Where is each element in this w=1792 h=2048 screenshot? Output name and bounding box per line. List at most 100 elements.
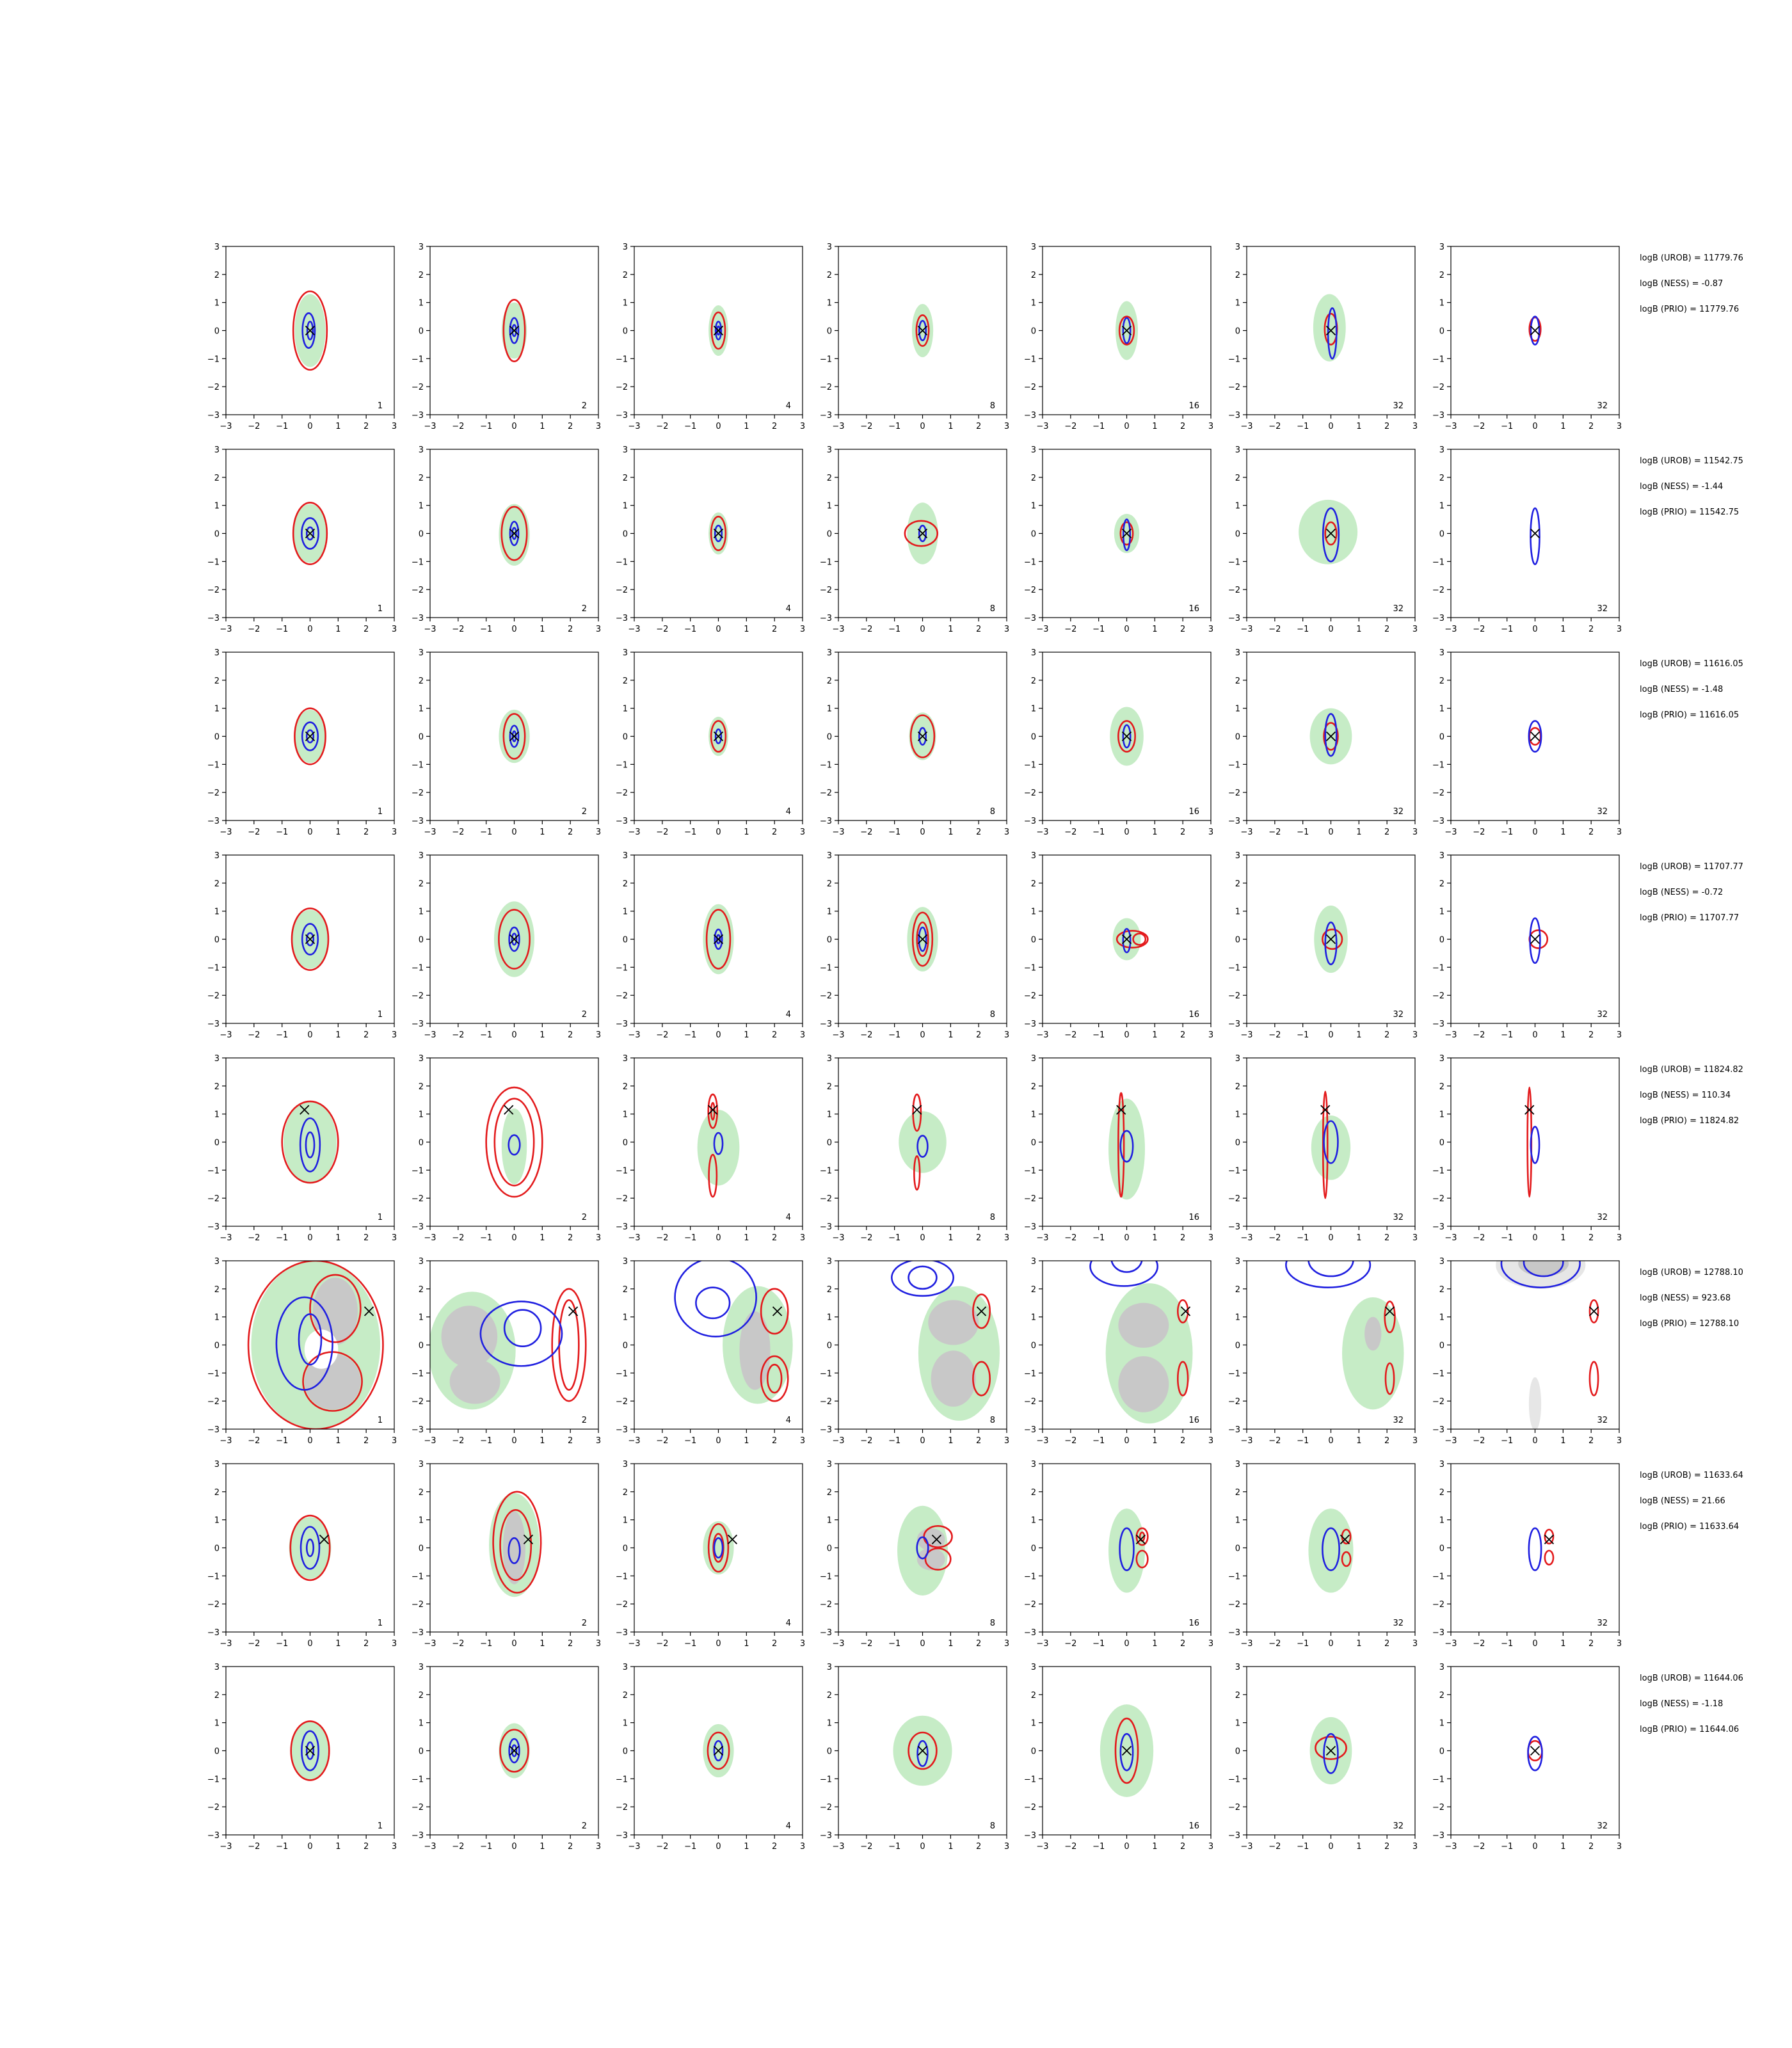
x-tick-label: −1 [888,1436,900,1446]
cross-marker [305,1745,316,1756]
x-tick-label: −1 [1501,1030,1513,1040]
x-tick-label: 0 [511,1233,516,1243]
panel-count-label: 8 [990,604,995,614]
x-tick-label: 3 [1004,625,1009,634]
x-tick-label: 0 [1532,828,1537,837]
x-tick-label: −2 [656,1639,668,1649]
x-tick-label: 3 [1412,1233,1418,1243]
plot-area [1108,1092,1145,1200]
x-tick-label: 0 [920,1030,925,1040]
x-tick-label: 1 [1356,1639,1361,1649]
x-tick-label: −2 [1064,625,1076,634]
plot-area [1309,1716,1352,1785]
x-tick-label: −1 [1092,1233,1105,1243]
red-contour [911,911,934,967]
y-tick-label: −1 [820,355,832,364]
x-tick-label: 2 [1384,1233,1389,1243]
y-tick-label: −3 [616,411,628,420]
x-tick-label: 3 [1004,1436,1009,1446]
x-tick-label: 0 [511,422,516,431]
x-tick-label: 1 [1560,1842,1565,1852]
x-tick-label: 0 [716,625,721,634]
y-tick-label: −2 [1024,586,1036,595]
red-contour [502,713,526,760]
y-tick-label: 2 [214,676,220,686]
y-tick-label: 0 [827,1341,832,1351]
figure-row: −3−3−2−2−1−1001122331−3−3−2−2−1−10011223… [207,1054,1743,1243]
panel: −3−3 −2 −2 −1 −1 0 0 1 1 2 2 3 3 16 [1024,445,1213,634]
panel-count-label: 2 [582,807,587,817]
cross-marker [931,1534,942,1544]
cross-marker [727,1534,738,1544]
y-tick-label: 0 [623,1139,628,1148]
x-tick-label: −1 [684,1233,696,1243]
panel-count-label: 8 [990,1010,995,1020]
x-tick-label: −3 [628,1030,640,1040]
x-tick-label: 3 [1004,422,1009,431]
panel: −3−3 −2 −2 −1 −1 0 0 1 1 2 2 3 3 32 [1228,1663,1418,1852]
blue-contour [509,520,520,547]
blue-contour [916,1740,929,1767]
y-tick-label: 1 [623,1313,628,1323]
y-tick-label: 0 [419,1341,424,1351]
cross-marker [1530,731,1540,742]
logb-annotation: logB (PRIO) = 11707.77 [1640,913,1739,923]
x-tick-label: 0 [1124,1639,1129,1649]
panel: −3−3 −2 −2 −1 −1 0 0 1 1 2 2 3 3 16 [1024,1663,1213,1852]
y-tick-label: −3 [412,614,424,623]
y-tick-label: 0 [827,327,832,337]
x-tick-label: 1 [948,625,953,634]
y-tick-label: −2 [412,1803,424,1812]
y-tick-label: 2 [1031,1691,1036,1700]
y-tick-label: 3 [1235,1460,1240,1469]
y-tick-label: 2 [419,1488,424,1498]
x-tick-label: 0 [1328,1842,1333,1852]
y-tick-label: −3 [1024,1831,1036,1841]
y-tick-label: −1 [820,1166,832,1176]
cross-marker [305,528,316,539]
y-tick-label: 2 [1235,1691,1240,1700]
x-tick-label: 1 [948,1030,953,1040]
x-tick-label: 3 [392,828,397,837]
plot-area [909,712,936,760]
y-tick-label: −3 [412,411,424,420]
x-tick-label: −1 [888,1842,900,1852]
x-tick-label: −3 [1240,1639,1252,1649]
y-tick-label: −1 [820,760,832,770]
panel: −3−3 −2 −2 −1 −1 0 0 1 1 2 2 3 3 32 [1432,1257,1622,1446]
x-tick-label: 2 [772,828,777,837]
plot-area [294,707,326,765]
x-tick-label: 3 [1617,422,1622,431]
x-tick-label: 1 [1152,1233,1157,1243]
x-tick-label: 2 [1588,1030,1594,1040]
y-tick-label: 0 [214,733,220,742]
x-tick-label: 0 [1328,828,1333,837]
panel-count-label: 16 [1188,1416,1199,1425]
x-tick-label: 1 [335,625,340,634]
x-tick-label: −3 [424,828,436,837]
x-tick-label: 1 [1560,1639,1565,1649]
red-contour [1588,1299,1599,1324]
y-tick-label: −2 [820,788,832,798]
blue-contour [509,317,520,344]
blue-contour [1530,1126,1540,1164]
blue-contour [1322,1527,1340,1571]
y-tick-label: 2 [419,474,424,483]
y-tick-label: 2 [214,1285,220,1295]
y-tick-label: 1 [419,1110,424,1120]
y-tick-label: 3 [1439,1663,1444,1672]
x-tick-label: −1 [684,1639,696,1649]
x-tick-label: 0 [511,625,516,634]
y-tick-label: 1 [214,299,220,308]
panel-count-label: 32 [1393,401,1404,411]
green-density-region [289,1517,332,1579]
x-tick-label: −1 [276,422,288,431]
x-tick-label: −3 [1036,1436,1048,1446]
panel-count-label: 4 [786,1010,791,1020]
x-tick-label: 0 [1328,1436,1333,1446]
panel-count-label: 1 [378,604,383,614]
